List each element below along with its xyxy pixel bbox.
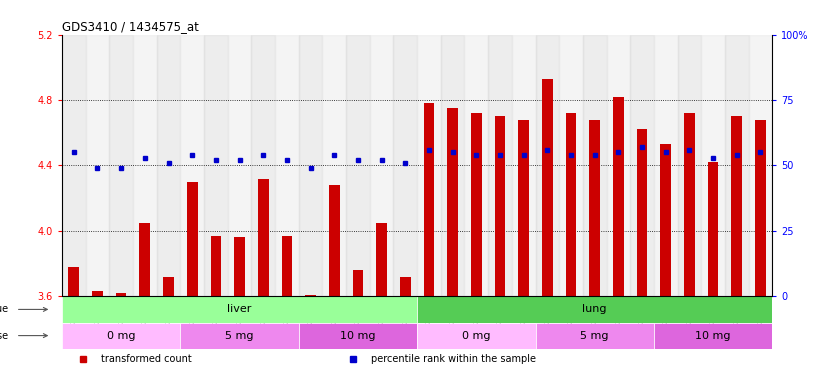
Bar: [180, 35, 204, 296]
Bar: [228, 35, 251, 296]
Bar: [258, 179, 268, 296]
Bar: [677, 35, 701, 296]
Bar: [654, 35, 677, 296]
Bar: [62, 323, 180, 349]
Bar: [441, 35, 464, 296]
Bar: [732, 116, 742, 296]
Text: 0 mg: 0 mg: [462, 331, 491, 341]
Bar: [140, 223, 150, 296]
Bar: [684, 113, 695, 296]
Bar: [204, 35, 228, 296]
Bar: [559, 35, 583, 296]
Bar: [613, 97, 624, 296]
Text: 5 mg: 5 mg: [225, 331, 254, 341]
Text: GDS3410 / 1434575_at: GDS3410 / 1434575_at: [62, 20, 199, 33]
Bar: [424, 103, 434, 296]
Bar: [69, 267, 79, 296]
Bar: [512, 35, 535, 296]
Bar: [583, 35, 606, 296]
Bar: [251, 35, 275, 296]
Bar: [62, 296, 417, 323]
Bar: [417, 296, 772, 323]
Bar: [62, 35, 86, 296]
Bar: [187, 182, 197, 296]
Bar: [519, 120, 529, 296]
Bar: [299, 323, 417, 349]
Bar: [235, 237, 244, 296]
Text: 10 mg: 10 mg: [340, 331, 376, 341]
Bar: [488, 35, 512, 296]
Bar: [725, 35, 748, 296]
Bar: [566, 113, 577, 296]
Bar: [322, 35, 346, 296]
Text: 0 mg: 0 mg: [107, 331, 135, 341]
Bar: [755, 120, 766, 296]
Bar: [701, 35, 725, 296]
Bar: [164, 277, 173, 296]
Text: tissue: tissue: [0, 305, 8, 314]
Text: liver: liver: [227, 305, 252, 314]
Bar: [542, 79, 553, 296]
Bar: [282, 236, 292, 296]
Text: 5 mg: 5 mg: [581, 331, 609, 341]
Bar: [86, 35, 109, 296]
Bar: [400, 277, 411, 296]
Text: 10 mg: 10 mg: [695, 331, 731, 341]
Bar: [275, 35, 299, 296]
Bar: [211, 236, 221, 296]
Bar: [157, 35, 180, 296]
Bar: [417, 35, 441, 296]
Bar: [306, 295, 316, 296]
Bar: [93, 291, 102, 296]
Bar: [353, 270, 363, 296]
Bar: [637, 129, 648, 296]
Text: lung: lung: [582, 305, 607, 314]
Bar: [180, 323, 299, 349]
Bar: [590, 120, 600, 296]
Bar: [417, 323, 535, 349]
Bar: [109, 35, 133, 296]
Bar: [471, 113, 482, 296]
Bar: [661, 144, 671, 296]
Bar: [346, 35, 370, 296]
Bar: [377, 223, 387, 296]
Bar: [464, 35, 488, 296]
Text: percentile rank within the sample: percentile rank within the sample: [371, 354, 536, 364]
Bar: [535, 35, 559, 296]
Bar: [393, 35, 417, 296]
Bar: [630, 35, 654, 296]
Bar: [748, 35, 772, 296]
Bar: [708, 162, 719, 296]
Bar: [654, 323, 772, 349]
Bar: [116, 293, 126, 296]
Text: transformed count: transformed count: [101, 354, 192, 364]
Text: dose: dose: [0, 331, 8, 341]
Bar: [448, 108, 458, 296]
Bar: [133, 35, 157, 296]
Bar: [606, 35, 630, 296]
Bar: [535, 323, 654, 349]
Bar: [299, 35, 322, 296]
Bar: [370, 35, 393, 296]
Bar: [329, 185, 339, 296]
Bar: [495, 116, 506, 296]
